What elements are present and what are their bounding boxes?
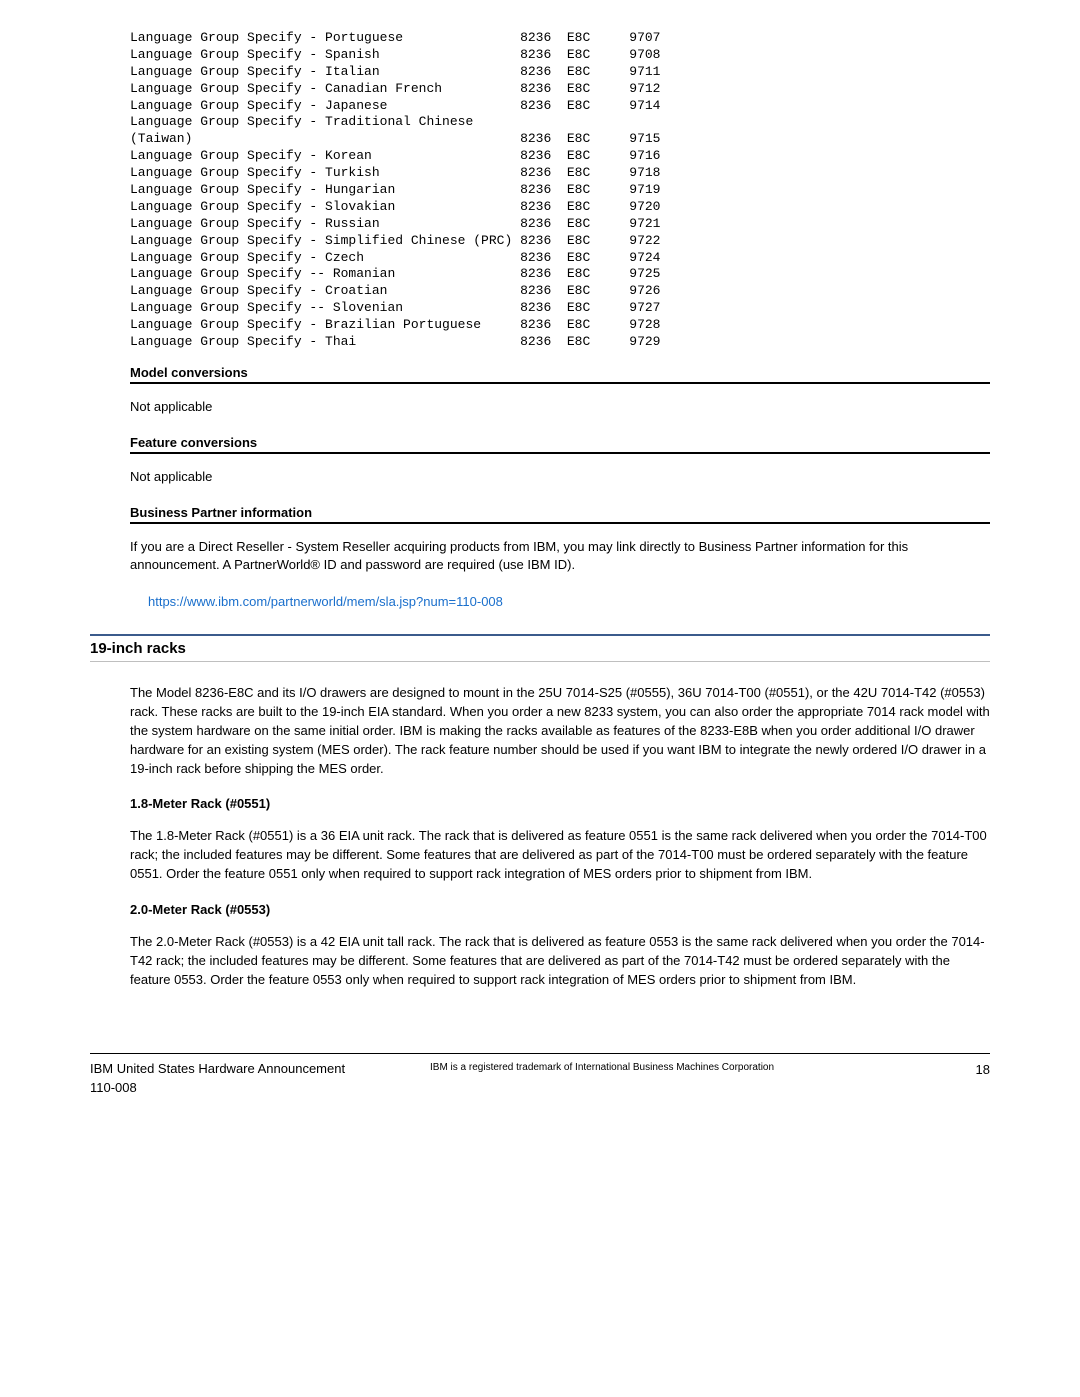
rack-18-text: The 1.8-Meter Rack (#0551) is a 36 EIA u… — [130, 827, 990, 884]
partnerworld-link[interactable]: https://www.ibm.com/partnerworld/mem/sla… — [148, 594, 503, 609]
racks-intro-text: The Model 8236-E8C and its I/O drawers a… — [130, 684, 990, 778]
business-partner-heading: Business Partner information — [130, 505, 990, 524]
feature-conversions-text: Not applicable — [130, 468, 990, 487]
footer-announcement-number: 110-008 — [90, 1080, 137, 1095]
model-conversions-heading: Model conversions — [130, 365, 990, 384]
rack-20-heading: 2.0-Meter Rack (#0553) — [130, 902, 990, 917]
footer-page-number: 18 — [940, 1060, 990, 1077]
business-partner-text: If you are a Direct Reseller - System Re… — [130, 538, 990, 576]
model-conversions-text: Not applicable — [130, 398, 990, 417]
rack-18-heading: 1.8-Meter Rack (#0551) — [130, 796, 990, 811]
footer-title: IBM United States Hardware Announcement — [90, 1061, 345, 1076]
page-footer: IBM United States Hardware Announcement … — [90, 1053, 990, 1096]
racks-heading: 19-inch racks — [90, 634, 990, 662]
rack-20-text: The 2.0-Meter Rack (#0553) is a 42 EIA u… — [130, 933, 990, 990]
footer-trademark: IBM is a registered trademark of Interna… — [430, 1060, 940, 1073]
language-spec-table: Language Group Specify - Portuguese 8236… — [130, 30, 990, 351]
feature-conversions-heading: Feature conversions — [130, 435, 990, 454]
